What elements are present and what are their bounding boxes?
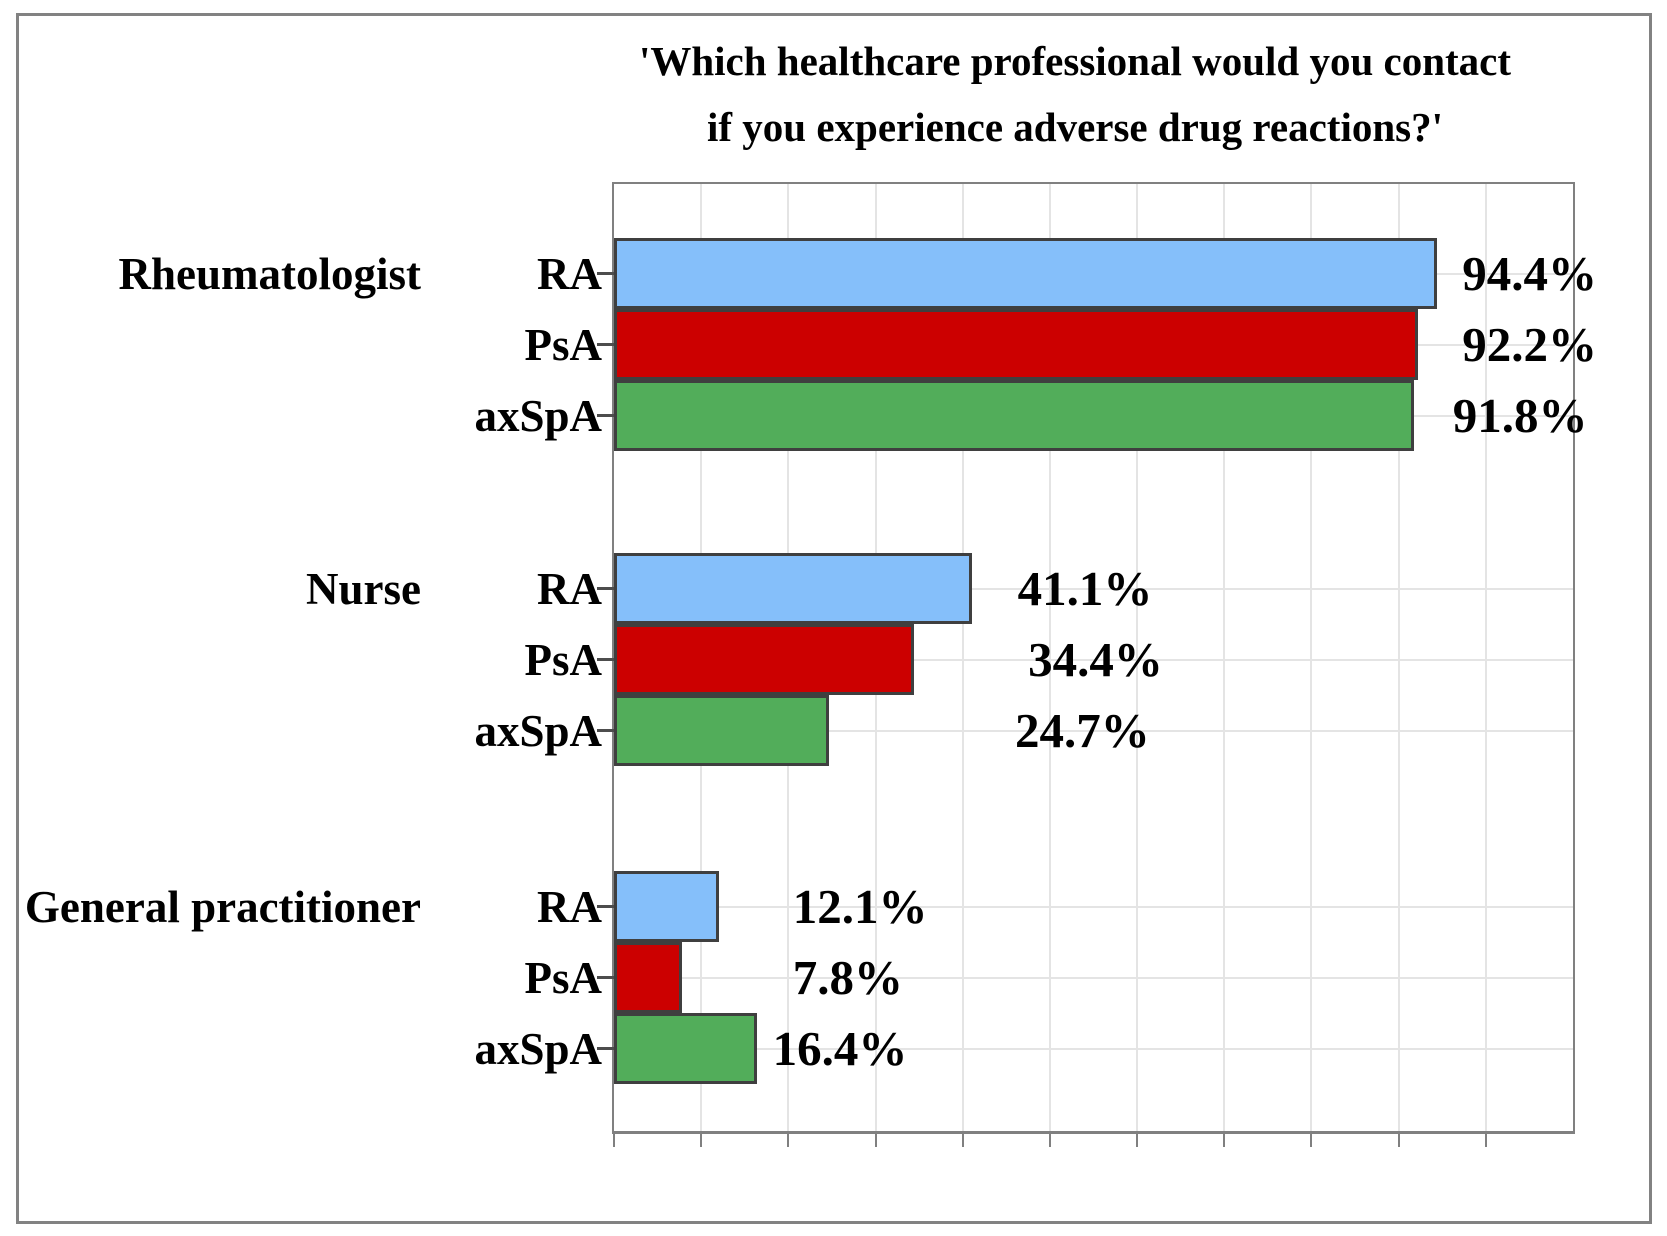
series-label-ra: RA (537, 248, 602, 299)
value-label-nurse-ra: 41.1% (1017, 560, 1153, 616)
category-label-rheumatologist: Rheumatologist (118, 248, 422, 299)
value-label-rheumatologist-ra: 94.4% (1462, 245, 1598, 301)
series-label-psa: PsA (524, 319, 603, 370)
category-label-general-practitioner: General practitioner (24, 881, 421, 932)
bar-nurse-ra (614, 553, 973, 624)
bar-rheumatologist-psa (614, 309, 1418, 380)
vertical-gridline (1397, 184, 1400, 1131)
y-axis-tick (597, 343, 614, 346)
vertical-gridline (1048, 184, 1051, 1131)
horizontal-gridline (614, 1047, 1573, 1050)
category-label-nurse: Nurse (306, 563, 421, 614)
x-axis-tick (1484, 1134, 1487, 1147)
chart-title-line-1: 'Which healthcare professional would you… (638, 38, 1512, 84)
x-axis-tick (1310, 1134, 1313, 1147)
value-label-rheumatologist-psa: 92.2% (1462, 316, 1598, 372)
x-axis-tick (1223, 1134, 1226, 1147)
value-label-general-practitioner-axspa: 16.4% (772, 1020, 908, 1076)
horizontal-gridline (614, 976, 1573, 979)
bar-nurse-psa (614, 624, 914, 695)
value-label-nurse-psa: 34.4% (1028, 631, 1163, 687)
y-axis-tick (597, 905, 614, 908)
y-axis-tick (597, 587, 614, 590)
value-label-general-practitioner-ra: 12.1% (792, 878, 928, 934)
horizontal-gridline (614, 587, 1573, 590)
x-axis-tick (1136, 1134, 1139, 1147)
x-axis-tick (961, 1134, 964, 1147)
series-label-ra: RA (537, 881, 602, 932)
value-label-nurse-axspa: 24.7% (1015, 702, 1150, 758)
chart-title-line-2: if you experience adverse drug reactions… (707, 104, 1443, 150)
y-axis-tick (597, 272, 614, 275)
vertical-gridline (1310, 184, 1313, 1131)
series-label-psa: PsA (524, 952, 603, 1003)
plot-area (612, 182, 1575, 1134)
x-axis-tick (613, 1134, 615, 1147)
bar-rheumatologist-ra (614, 238, 1437, 309)
figure-border (16, 13, 1652, 1224)
vertical-gridline (961, 184, 964, 1131)
bar-general-practitioner-axspa (614, 1013, 757, 1084)
y-axis-tick (597, 976, 614, 979)
series-label-ra: RA (537, 563, 602, 614)
x-axis-tick (1397, 1134, 1400, 1147)
y-axis-tick (597, 729, 614, 732)
bar-nurse-axspa (614, 695, 830, 766)
series-label-axspa: axSpA (474, 390, 602, 441)
bar-rheumatologist-axspa (614, 380, 1415, 451)
series-label-psa: PsA (524, 634, 603, 685)
y-axis-tick (597, 658, 614, 661)
bar-general-practitioner-ra (614, 871, 720, 942)
value-label-general-practitioner-psa: 7.8% (792, 949, 903, 1005)
x-axis-tick (787, 1134, 790, 1147)
chart-title: 'Which healthcare professional would you… (440, 28, 1667, 160)
x-axis-tick (700, 1134, 703, 1147)
bar-general-practitioner-psa (614, 942, 682, 1013)
series-label-axspa: axSpA (474, 705, 602, 756)
series-label-axspa: axSpA (474, 1023, 602, 1074)
y-axis-tick (597, 414, 614, 417)
vertical-gridline (1136, 184, 1139, 1131)
horizontal-gridline (614, 658, 1573, 661)
x-axis-tick (1048, 1134, 1051, 1147)
y-axis-tick (597, 1047, 614, 1050)
x-axis-tick (874, 1134, 877, 1147)
vertical-gridline (1484, 184, 1487, 1131)
horizontal-gridline (614, 905, 1573, 908)
vertical-gridline (1223, 184, 1226, 1131)
value-label-rheumatologist-axspa: 91.8% (1452, 387, 1588, 443)
horizontal-gridline (614, 729, 1573, 732)
